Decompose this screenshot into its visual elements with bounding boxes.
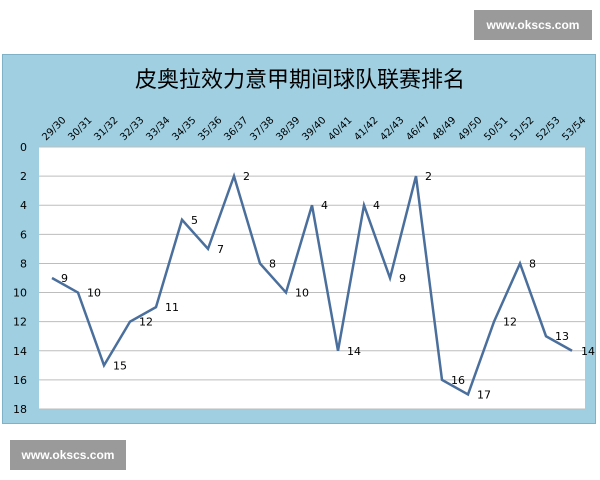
x-tick-label: 34/35	[170, 115, 198, 143]
y-tick-label: 16	[13, 374, 27, 387]
data-label: 4	[321, 199, 328, 212]
series-line	[51, 172, 573, 397]
x-tick-label: 36/37	[222, 115, 250, 143]
x-tick-label: 30/31	[66, 115, 94, 143]
data-label: 5	[191, 214, 198, 227]
y-tick-label: 2	[20, 170, 27, 183]
chart-frame: 皮奥拉效力意甲期间球队联赛排名 0 2 4 6 8 10 12 14 16 18 29/30 30/…	[2, 54, 596, 424]
x-tick-label: 37/38	[248, 115, 276, 143]
data-label: 7	[217, 243, 224, 256]
data-label: 16	[451, 374, 465, 387]
data-label: 13	[555, 330, 569, 343]
x-tick-label: 31/32	[92, 115, 120, 143]
x-tick-label: 41/42	[352, 115, 380, 143]
data-label: 15	[113, 359, 127, 372]
x-tick-label: 40/41	[326, 115, 354, 143]
x-tick-label: 32/33	[118, 115, 146, 143]
data-label: 11	[165, 301, 179, 314]
data-label: 17	[477, 388, 491, 401]
y-tick-label: 10	[13, 287, 27, 300]
x-tick-label: 49/50	[456, 115, 484, 143]
x-tick-label: 29/30	[40, 115, 68, 143]
data-label: 10	[295, 287, 309, 300]
x-tick-label: 46/47	[404, 115, 432, 143]
y-tick-label: 12	[13, 316, 27, 329]
x-tick-label: 38/39	[274, 115, 302, 143]
y-tick-label: 0	[20, 141, 27, 154]
y-tick-label: 4	[20, 199, 27, 212]
data-label: 9	[399, 272, 406, 285]
x-tick-label: 35/36	[196, 115, 224, 143]
x-tick-label: 39/40	[300, 115, 328, 143]
plot-area	[39, 147, 585, 409]
data-label: 14	[347, 345, 361, 358]
x-tick-label: 53/54	[560, 115, 588, 143]
data-label: 4	[373, 199, 380, 212]
y-tick-label: 6	[20, 228, 27, 241]
data-label: 14	[581, 345, 595, 358]
data-label: 10	[87, 287, 101, 300]
x-tick-label: 42/43	[378, 115, 406, 143]
x-tick-label: 50/51	[482, 115, 510, 143]
x-tick-label: 33/34	[144, 115, 172, 143]
data-label: 2	[243, 170, 250, 183]
data-label: 8	[269, 257, 276, 270]
x-tick-label: 52/53	[534, 115, 562, 143]
data-label: 12	[503, 316, 517, 329]
chart-title: 皮奥拉效力意甲期间球队联赛排名	[135, 68, 465, 93]
y-tick-label: 8	[20, 257, 27, 270]
x-tick-label: 51/52	[508, 115, 536, 143]
x-tick-label: 48/49	[430, 115, 458, 143]
y-tick-label: 18	[13, 403, 27, 416]
line-chart: 皮奥拉效力意甲期间球队联赛排名 0 2 4 6 8 10 12 14 16 18 29/3030/…	[13, 68, 595, 416]
watermark-bottom: www.okscs.com	[10, 440, 126, 470]
watermark-top: www.okscs.com	[474, 10, 592, 40]
data-label: 9	[61, 272, 68, 285]
y-tick-label: 14	[13, 345, 27, 358]
data-label: 12	[139, 316, 153, 329]
data-label: 8	[529, 257, 536, 270]
data-label: 2	[425, 170, 432, 183]
